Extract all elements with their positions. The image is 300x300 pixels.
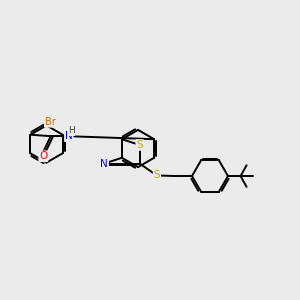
Text: Br: Br	[45, 117, 56, 127]
Text: S: S	[154, 170, 160, 181]
Text: O: O	[39, 151, 47, 161]
Text: H: H	[68, 126, 75, 135]
Text: S: S	[136, 140, 143, 150]
Text: N: N	[65, 131, 73, 141]
Text: N: N	[100, 158, 108, 169]
